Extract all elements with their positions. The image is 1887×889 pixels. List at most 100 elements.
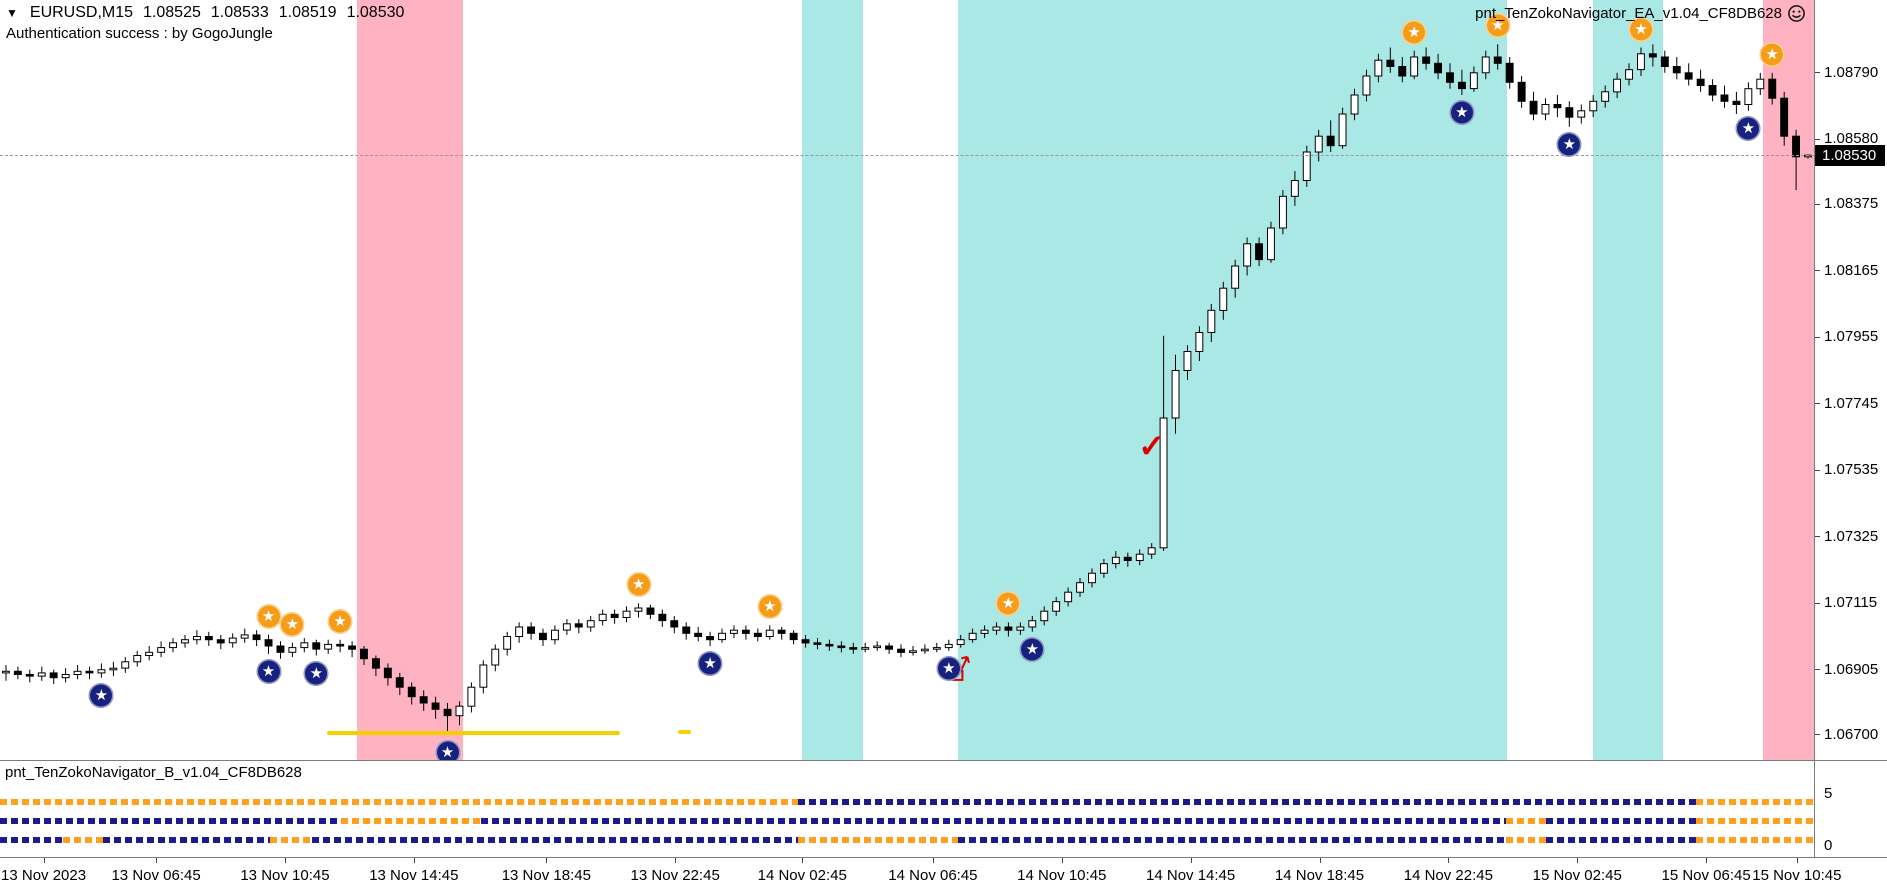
- time-axis-tick: [43, 858, 45, 863]
- buy-signal-star-icon: ★: [435, 739, 460, 760]
- time-axis-tick: [284, 858, 286, 863]
- time-axis-label: 15 Nov 10:45: [1752, 867, 1842, 884]
- price-axis[interactable]: 1.08790 1.08580 1.08375 1.08165 1.07955 1.077…: [1814, 0, 1887, 760]
- sell-signal-star-icon: ★: [279, 611, 305, 637]
- bullish-zone-band: [801, 0, 864, 760]
- indicator-segment-navy: [1545, 818, 1697, 824]
- indicator-row-2: [0, 818, 1814, 824]
- buy-signal-star-icon: ★: [303, 660, 329, 686]
- buy-signal-star-icon: ★: [1449, 100, 1475, 125]
- quote-open: 1.08525: [143, 4, 201, 21]
- buy-signal-star-icon: ★: [1019, 636, 1045, 662]
- sell-signal-star-icon: ★: [995, 591, 1021, 617]
- indicator-segment-orange: [1696, 818, 1814, 824]
- time-axis-tick: [1061, 858, 1063, 863]
- symbol-dropdown-icon[interactable]: ▼: [6, 6, 18, 20]
- time-axis-tick: [1796, 858, 1798, 863]
- price-axis-label: 1.06905: [1814, 660, 1879, 678]
- chart-overlays-layer: ★ ★ ★ ★ ★ ★ ★ ★ ★ ★ ★ ★ ★ ★ ★ ★ ★ ★ ★ ★ ✓: [0, 13, 1814, 760]
- time-axis-tick: [156, 858, 158, 863]
- zone-bands-layer: [357, 0, 1814, 760]
- indicator-segment-navy: [312, 837, 799, 843]
- time-axis-label: 15 Nov 06:45: [1661, 867, 1751, 884]
- time-axis-tick: [1577, 858, 1579, 863]
- buy-signal-star-icon: ★: [1735, 115, 1761, 141]
- buy-signal-star-icon: ★: [697, 651, 723, 676]
- indicator-segment-navy: [480, 818, 1506, 824]
- quote-high: 1.08533: [210, 4, 269, 21]
- time-axis-tick: [802, 858, 804, 863]
- indicator-segment-orange: [1505, 818, 1546, 824]
- buy-signal-star-icon: ★: [1556, 131, 1582, 157]
- bullish-zone-band: [1592, 0, 1664, 760]
- yellow-trendline[interactable]: [326, 731, 621, 736]
- time-axis-label: 14 Nov 14:45: [1146, 867, 1236, 884]
- buy-signal-star-icon: ★: [936, 655, 962, 681]
- time-axis-label: 13 Nov 06:45: [111, 867, 201, 884]
- sell-signal-star-icon: ★: [1759, 41, 1785, 67]
- time-axis-tick: [1319, 858, 1321, 863]
- time-axis-tick: [546, 858, 548, 863]
- indicator-row-1: [0, 799, 1814, 805]
- ea-title: pnt_TenZokoNavigator_EA_v1.04_CF8DB628: [1475, 4, 1806, 23]
- indicator-segment-navy: [1545, 837, 1697, 843]
- sell-signal-star-icon: ★: [327, 608, 353, 634]
- sell-signal-star-icon: ★: [757, 594, 783, 620]
- current-price-tag: 1.08530: [1815, 145, 1885, 167]
- indicator-main[interactable]: pnt_TenZokoNavigator_B_v1.04_CF8DB628: [0, 761, 1814, 857]
- current-price-line: [0, 155, 1814, 157]
- smiley-icon: [1788, 5, 1805, 22]
- time-axis-label: 14 Nov 18:45: [1274, 867, 1365, 884]
- yellow-trendline[interactable]: [678, 729, 692, 734]
- price-axis-label: 1.07955: [1814, 328, 1879, 346]
- indicator-scale-max: 5: [1824, 785, 1833, 802]
- time-axis-labels: 13 Nov 2023 13 Nov 06:45 13 Nov 10:45 13 No…: [0, 858, 1841, 889]
- price-axis-label: 1.07325: [1814, 527, 1879, 545]
- indicator-segment-navy: [103, 837, 271, 843]
- buy-signal-star-icon: ★: [88, 682, 114, 708]
- indicator-axis: 5 0: [1814, 761, 1887, 857]
- bullish-zone-band: [957, 0, 1508, 760]
- indicator-segment-orange: [341, 818, 481, 824]
- buy-signal-star-icon: ★: [256, 658, 281, 684]
- time-axis-label: 15 Nov 02:45: [1532, 867, 1622, 884]
- time-axis-tick: [1448, 858, 1450, 863]
- time-axis-label: 14 Nov 10:45: [1017, 867, 1107, 884]
- time-axis-label: 13 Nov 14:45: [369, 867, 459, 884]
- indicator-segment-orange: [798, 837, 958, 843]
- time-axis-tick: [413, 858, 415, 863]
- indicator-segment-navy: [0, 818, 342, 824]
- quote-low: 1.08519: [278, 4, 337, 21]
- chart-area: ★ ★ ★ ★ ★ ★ ★ ★ ★ ★ ★ ★ ★ ★ ★ ★ ★ ★ ★ ★ ✓ ▼ EURUSD,M15 1.085…: [0, 0, 1887, 760]
- symbol-period: EURUSD,M15: [29, 4, 134, 21]
- ea-title-text: pnt_TenZokoNavigator_EA_v1.04_CF8DB628: [1475, 5, 1782, 22]
- price-axis-label: 1.07745: [1814, 394, 1879, 412]
- indicator-segment-orange: [270, 837, 312, 843]
- sell-signal-star-icon: ★: [1628, 16, 1654, 42]
- time-axis-tick: [1190, 858, 1192, 863]
- auth-status-text: Authentication success : by GogoJungle: [6, 25, 273, 42]
- time-axis-label: 13 Nov 10:45: [240, 867, 330, 884]
- quote-line: ▼ EURUSD,M15 1.08525 1.08533 1.08519 1.0…: [6, 4, 404, 22]
- candlestick-chart: [2, 44, 1812, 735]
- main-chart[interactable]: ★ ★ ★ ★ ★ ★ ★ ★ ★ ★ ★ ★ ★ ★ ★ ★ ★ ★ ★ ★ ✓ ▼ EURUSD,M15 1.085…: [0, 0, 1814, 760]
- time-axis-label: 13 Nov 18:45: [501, 867, 591, 884]
- indicator-segment-navy: [798, 799, 1697, 805]
- indicator-segment-orange: [1696, 837, 1814, 843]
- price-axis-label: 1.06700: [1814, 725, 1879, 743]
- time-axis-label: 14 Nov 22:45: [1403, 867, 1493, 884]
- price-axis-label: 1.07535: [1814, 461, 1879, 479]
- indicator-segment-orange: [1696, 799, 1814, 805]
- price-axis-label: 1.08790: [1814, 63, 1879, 81]
- sell-signal-star-icon: ★: [256, 603, 281, 629]
- indicator-segment-orange: [63, 837, 104, 843]
- price-axis-label: 1.08580: [1814, 130, 1879, 148]
- quote-close: 1.08530: [346, 4, 405, 21]
- time-axis-label: 14 Nov 02:45: [757, 867, 847, 884]
- indicator-segment-orange: [0, 799, 799, 805]
- time-axis[interactable]: 13 Nov 2023 13 Nov 06:45 13 Nov 10:45 13 No…: [0, 858, 1887, 889]
- price-axis-label: 1.07115: [1814, 594, 1878, 612]
- bearish-zone-band: [357, 0, 463, 760]
- price-axis-label: 1.08375: [1814, 195, 1879, 213]
